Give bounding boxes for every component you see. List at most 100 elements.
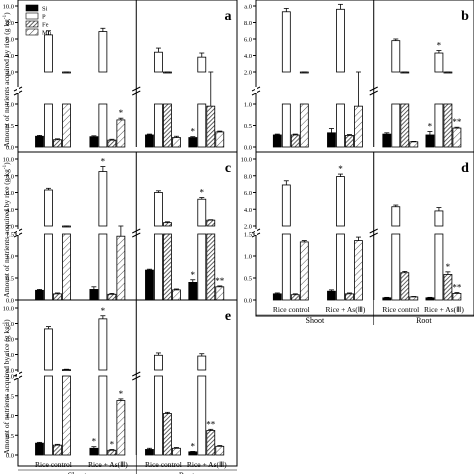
panel-d: d0.00.51.01.52.04.06.08.010.0****Rice co… [241, 151, 474, 325]
significance-mark: * [119, 389, 124, 399]
y-tick-label: 8.0 [244, 20, 252, 27]
y-tick-label: 2.0 [244, 224, 252, 231]
bar-si [327, 290, 336, 301]
bar-p [197, 233, 207, 301]
axis-break-mid [132, 228, 141, 238]
bar-p-upper [154, 192, 163, 227]
legend-swatch-fe [25, 20, 39, 28]
category-label: Rice + As(Ⅲ) [187, 460, 227, 469]
y-tick-label: 0.0 [6, 453, 14, 460]
bar-mn [116, 235, 126, 301]
bar-fe [107, 449, 117, 456]
bar-fe-upper [163, 222, 172, 227]
y-tick-label: 8.0 [6, 20, 14, 27]
bar-p-upper [434, 210, 444, 227]
bar-p-upper [391, 206, 401, 227]
y-tick-label: 4.0 [6, 53, 14, 60]
bar-mn [452, 127, 462, 148]
bar-mn [354, 105, 363, 148]
bar-p-upper [281, 11, 291, 73]
bar-mn [62, 233, 71, 301]
y-tick-label: 6.0 [6, 190, 14, 197]
bar-fe [345, 293, 354, 301]
significance-mark: * [437, 41, 442, 51]
bar-p-upper [434, 52, 444, 73]
bar-si [188, 137, 198, 148]
bar-p [44, 103, 53, 148]
y-tick-label: 2.0 [6, 374, 14, 381]
y-tick-label: 6.0 [244, 37, 252, 44]
bar-fe [290, 134, 300, 148]
bar-mn [172, 137, 181, 148]
panel-letter-d: d [461, 161, 469, 176]
significance-mark: ** [206, 419, 216, 429]
bar-p-upper [44, 189, 53, 227]
y-axis-label: Amount of nutrients acquired by rice (g … [2, 319, 11, 455]
panel-letter-b: b [461, 9, 469, 24]
y-tick-label: 1.0 [244, 102, 252, 109]
y-tick-label: 8.0 [6, 173, 14, 180]
significance-mark: ** [215, 276, 225, 286]
significance-mark: * [119, 108, 124, 118]
y-tick-label: 1.0 [6, 102, 14, 109]
axis-break-mid [369, 86, 378, 96]
legend-label-si: Si [42, 6, 48, 13]
bar-mn [299, 241, 309, 301]
bar-mn [409, 296, 419, 301]
significance-mark: * [101, 306, 106, 316]
y-tick-label: 6.0 [244, 190, 252, 197]
significance-mark: * [200, 188, 205, 198]
axis-break-gap [255, 229, 257, 235]
bar-p [281, 103, 291, 148]
y-tick-label: 0.5 [6, 123, 14, 130]
y-tick-label: 10.0 [241, 157, 252, 164]
bar-si [382, 297, 392, 301]
bar-p-upper [154, 354, 163, 371]
bar-p-upper [197, 56, 207, 73]
y-tick-label: 1.0 [244, 254, 252, 261]
bar-mn [299, 103, 309, 148]
bar-fe-upper [206, 219, 216, 227]
bar-fe [345, 134, 354, 148]
bar-fe [53, 139, 62, 148]
bar-mn [172, 447, 181, 456]
bar-mn [215, 131, 225, 148]
bar-si [272, 293, 282, 301]
panel-b: b0.00.51.02.04.06.08.0a.0**** [244, 0, 474, 153]
legend-swatch-si [25, 4, 39, 12]
bar-si [145, 269, 154, 301]
significance-mark: * [92, 437, 97, 447]
group-label-shoot: Shoot [68, 471, 87, 474]
bar-mn [62, 375, 71, 456]
bar-p-upper [44, 34, 53, 73]
bar-p [154, 103, 163, 148]
y-tick-label: 6.0 [6, 337, 14, 344]
significance-mark: * [428, 122, 433, 132]
category-label: Rice control [273, 305, 310, 314]
bar-fe [443, 103, 453, 148]
bar-p [197, 103, 207, 148]
bar-si [145, 134, 154, 148]
y-tick-label: 6.0 [6, 37, 14, 44]
significance-mark: * [191, 127, 196, 137]
bar-p-upper [197, 198, 207, 227]
bar-mn [116, 119, 126, 148]
bar-p [281, 233, 291, 301]
y-tick-label: 2.0 [6, 70, 14, 77]
bar-si [35, 442, 44, 456]
y-tick-label: 0.5 [6, 276, 14, 283]
bar-si [188, 451, 198, 456]
bar-si [425, 297, 435, 301]
y-tick-label: 8.0 [6, 321, 14, 328]
bar-p [44, 375, 53, 456]
bar-si [382, 133, 392, 148]
y-tick-label: 10.0 [3, 157, 14, 164]
y-tick-label: 4.0 [244, 53, 252, 60]
y-tick-label: 0.0 [6, 298, 14, 305]
bar-fe [206, 233, 216, 301]
axis-break-gap [17, 372, 19, 378]
bar-si [425, 134, 435, 148]
